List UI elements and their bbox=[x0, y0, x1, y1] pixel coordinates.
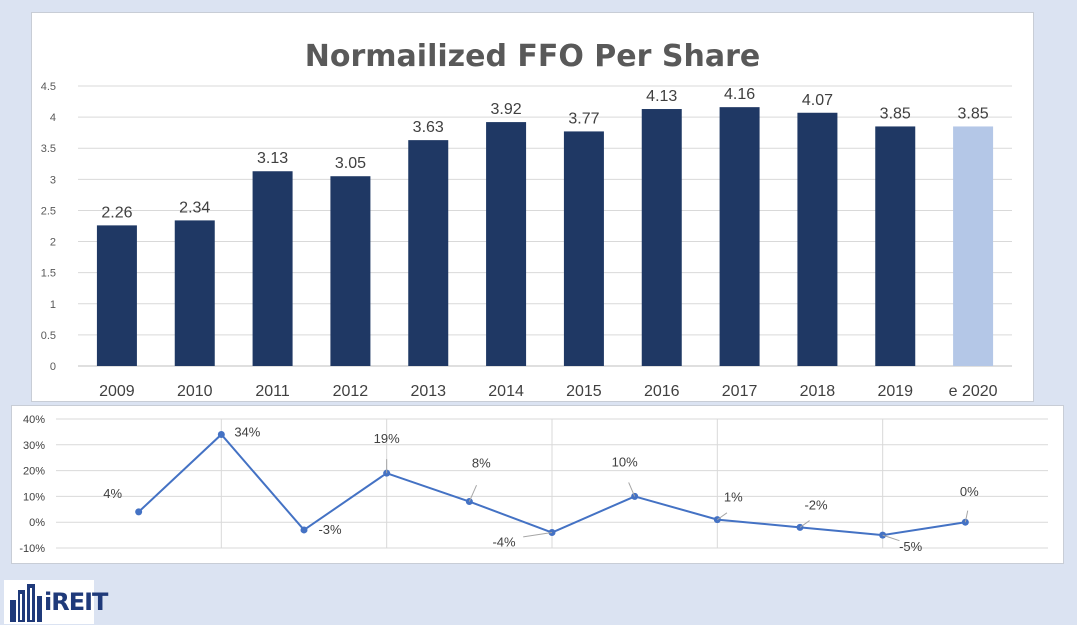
y-tick-label: -10% bbox=[19, 543, 45, 555]
y-tick-label: 1 bbox=[50, 299, 56, 311]
growth-line-chart: -10% 0% 10% 20% 30% 40% 4% 34% -3% 19% 8% -4% 10% 1% -… bbox=[19, 414, 1048, 555]
bar-e-2020 bbox=[953, 126, 994, 366]
x-tick-label: 2017 bbox=[722, 383, 758, 400]
bar-2019 bbox=[875, 126, 916, 366]
data-label: 3.85 bbox=[958, 105, 989, 122]
building-icon bbox=[10, 584, 42, 622]
leader-line bbox=[523, 532, 553, 538]
data-label: 3.77 bbox=[568, 110, 599, 127]
bar-2017 bbox=[719, 107, 760, 367]
x-tick-label: e 2020 bbox=[949, 383, 998, 400]
data-label: 10% bbox=[612, 454, 638, 469]
leader-line bbox=[628, 482, 636, 497]
data-point bbox=[300, 526, 308, 534]
data-label: 3.13 bbox=[257, 150, 288, 167]
data-label: 0% bbox=[960, 484, 979, 499]
x-tick-label: 2015 bbox=[566, 383, 602, 400]
bar-2012 bbox=[330, 176, 371, 366]
data-label: 2.34 bbox=[179, 199, 210, 216]
x-tick-label: 2019 bbox=[877, 383, 913, 400]
y-tick-label: 2.5 bbox=[41, 205, 56, 217]
bar-2014 bbox=[486, 122, 527, 366]
y-tick-label: 4 bbox=[50, 112, 56, 124]
leader-line bbox=[717, 512, 728, 521]
data-point bbox=[961, 518, 969, 526]
leader-line bbox=[799, 520, 810, 528]
y-tick-label: 30% bbox=[23, 440, 45, 452]
y-tick-label: 0% bbox=[29, 517, 45, 529]
bar-2018 bbox=[797, 112, 838, 366]
data-label: 4.16 bbox=[724, 86, 755, 103]
y-tick-label: 10% bbox=[23, 491, 45, 503]
y-tick-label: 2 bbox=[50, 237, 56, 249]
bar-2016 bbox=[641, 109, 682, 367]
x-tick-label: 2011 bbox=[255, 383, 290, 400]
bar-2013 bbox=[408, 140, 449, 366]
data-point bbox=[879, 531, 887, 539]
data-point bbox=[135, 508, 143, 516]
x-tick-label: 2013 bbox=[410, 383, 446, 400]
data-label: -2% bbox=[804, 497, 828, 512]
ffo-bar-chart-panel: Normailized FFO Per Share 0 0.5 1 1.5 2 2.5 3 3… bbox=[31, 12, 1034, 402]
data-label: 19% bbox=[374, 431, 400, 446]
bar-2010 bbox=[174, 220, 215, 366]
y-tick-label: 40% bbox=[23, 414, 45, 426]
leader-line bbox=[964, 510, 969, 523]
data-label: 3.85 bbox=[880, 105, 911, 122]
y-tick-label: 1.5 bbox=[41, 268, 56, 280]
chart-title: Normailized FFO Per Share bbox=[304, 39, 761, 74]
leader-line bbox=[882, 534, 900, 542]
x-tick-label: 2014 bbox=[488, 383, 524, 400]
data-label: 4% bbox=[103, 486, 122, 501]
bar-2015 bbox=[563, 131, 604, 366]
ireit-logo: iREIT bbox=[4, 580, 108, 624]
x-tick-label: 2012 bbox=[333, 383, 369, 400]
y-tick-label: 20% bbox=[23, 466, 45, 478]
data-label: 4.07 bbox=[802, 92, 833, 109]
logo-text: iREIT bbox=[44, 588, 108, 616]
data-label: 1% bbox=[724, 490, 743, 505]
y-tick-label: 4.5 bbox=[41, 81, 56, 93]
data-label: 3.05 bbox=[335, 155, 366, 172]
data-label: 4.13 bbox=[646, 88, 677, 105]
x-tick-label: 2018 bbox=[800, 383, 836, 400]
y-tick-label: 0 bbox=[50, 361, 56, 373]
data-label: 8% bbox=[472, 456, 491, 471]
data-label: -3% bbox=[318, 522, 342, 537]
y-tick-label: 3 bbox=[50, 174, 56, 186]
data-label: -5% bbox=[899, 539, 923, 554]
leader-line bbox=[468, 484, 477, 502]
x-tick-label: 2010 bbox=[177, 383, 213, 400]
x-tick-label: 2009 bbox=[99, 383, 135, 400]
ffo-bar-chart: 0 0.5 1 1.5 2 2.5 3 3.5 4 4.5 2.26 2009 2.34 2010 3.13… bbox=[41, 81, 1012, 400]
data-label: 3.92 bbox=[491, 101, 522, 118]
data-point bbox=[217, 430, 225, 438]
y-tick-label: 3.5 bbox=[41, 143, 56, 155]
data-label: 3.63 bbox=[413, 119, 444, 136]
y-tick-label: 0.5 bbox=[41, 330, 56, 342]
x-tick-label: 2016 bbox=[644, 383, 680, 400]
data-label: 34% bbox=[234, 424, 260, 439]
bar-2009 bbox=[96, 225, 137, 366]
data-label: -4% bbox=[492, 535, 516, 550]
bar-2011 bbox=[252, 171, 293, 366]
data-label: 2.26 bbox=[101, 204, 132, 221]
growth-line-chart-panel: -10% 0% 10% 20% 30% 40% 4% 34% -3% 19% 8% -4% 10% 1% -… bbox=[11, 405, 1064, 564]
